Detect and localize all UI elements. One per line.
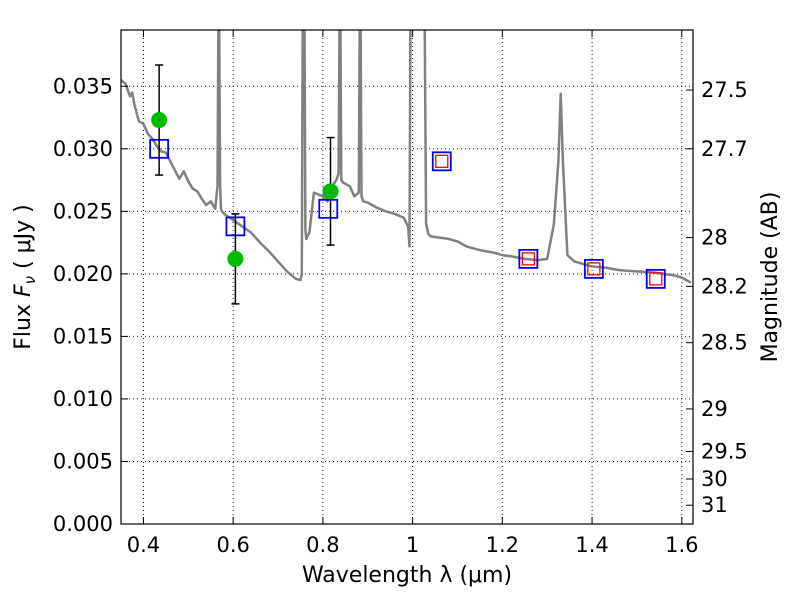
observed-point [151,112,168,129]
right-axis-label: Magnitude (AB) [758,192,783,363]
x-tick-label: 1 [406,533,419,557]
right-y-tick-label: 28.2 [701,274,748,298]
observed-point [227,250,244,267]
right-y-tick-label: 27.7 [701,137,748,161]
right-y-tick-label: 28.5 [701,331,748,355]
y-tick-label: 0.020 [53,262,113,286]
right-y-tick-label: 31 [701,493,728,517]
axis-ticks: 0.4 0.6 0.8 1 1.2 1.4 1.6 0.000 0.005 0.010 0.015 0… [53,30,748,557]
right-y-tick-label: 28 [701,226,728,250]
model-square [645,268,666,289]
y-tick-label: 0.030 [53,137,113,161]
x-tick-label: 1.4 [575,533,608,557]
x-tick-label: 1.2 [486,533,519,557]
y-tick-label: 0.015 [53,324,113,348]
y-tick-label: 0.005 [53,449,113,473]
model-square-inner [649,272,663,286]
x-tick-label: 1.6 [665,533,698,557]
model-square-inner [587,262,601,276]
y-tick-label: 0.010 [53,387,113,411]
x-tick-label: 0.4 [127,533,160,557]
model-square [318,198,339,219]
right-y-tick-label: 29.5 [701,439,748,463]
plot-frame [120,29,694,525]
model-square [583,258,604,279]
y-tick-label: 0.025 [53,199,113,223]
x-axis-label: Wavelength λ (μm) [302,563,512,588]
grid [121,30,693,525]
model-square [518,248,539,269]
right-y-tick-label: 27.5 [701,78,748,102]
sed-model-line [121,30,692,284]
y-tick-label: 0.000 [53,512,113,536]
x-tick-label: 0.8 [306,533,339,557]
observed-point [322,183,339,200]
x-tick-label: 0.6 [216,533,249,557]
right-y-tick-label: 30 [701,467,728,491]
y-axis-label: Flux Fν ( μJy ) [11,204,39,349]
right-y-tick-label: 29 [701,397,728,421]
y-tick-label: 0.035 [53,74,113,98]
model-square [431,151,452,172]
plot-area [121,30,692,305]
model-square-inner [521,252,536,266]
model-square-inner [435,154,449,168]
